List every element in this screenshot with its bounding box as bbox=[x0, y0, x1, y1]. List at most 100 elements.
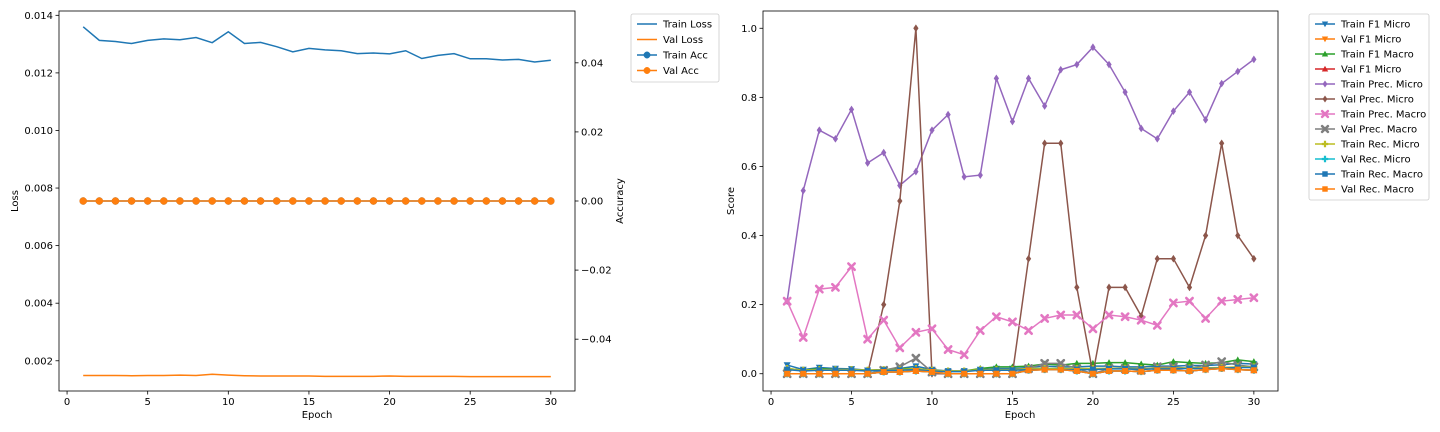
right-point-val-prec-micro-5 bbox=[1186, 283, 1193, 292]
right-point-train-prec-macro-6 bbox=[847, 262, 856, 272]
right-legend-label-train-f1-macro: Train F1 Macro bbox=[1340, 50, 1414, 61]
right-point-train-prec-macro-6 bbox=[943, 345, 953, 354]
left-legend-box bbox=[630, 13, 720, 83]
left-legend-label-train-loss: Train Loss bbox=[662, 20, 712, 31]
left-point-val-acc bbox=[79, 197, 87, 205]
right-point-val-prec-micro-5 bbox=[1235, 231, 1241, 240]
right-point-train-prec-micro-4 bbox=[1202, 115, 1209, 124]
right-point-train-prec-macro-6 bbox=[911, 327, 921, 337]
left-xtick-label: 25 bbox=[464, 397, 477, 408]
right-point-val-rec-macro-11 bbox=[1170, 367, 1177, 374]
right-legend-marker-train-prec-macro bbox=[1320, 109, 1330, 119]
right-point-train-rec-macro-10 bbox=[977, 367, 984, 374]
left-xtick-label: 30 bbox=[544, 397, 557, 408]
right-legend-label-train-prec-macro: Train Prec. Macro bbox=[1340, 110, 1426, 121]
right-point-train-prec-macro-6 bbox=[814, 284, 824, 294]
right-point-train-prec-macro-6 bbox=[1040, 314, 1050, 323]
right-point-train-prec-micro-4 bbox=[1090, 43, 1096, 52]
right-point-val-rec-macro-11 bbox=[929, 369, 935, 375]
left-xtick-label: 0 bbox=[64, 397, 70, 408]
right-point-train-prec-micro-4 bbox=[993, 74, 999, 83]
left-y2tick-label: 0.02 bbox=[581, 127, 603, 138]
right-ytick-label: 0.0 bbox=[741, 369, 757, 380]
right-xtick-label: 5 bbox=[848, 397, 854, 408]
left-point-val-acc bbox=[530, 197, 539, 205]
right-point-val-prec-micro-5 bbox=[1170, 254, 1177, 263]
right-point-val-rec-macro-11 bbox=[1250, 367, 1257, 374]
right-point-val-prec-macro-7 bbox=[1040, 358, 1050, 368]
right-point-val-prec-macro-7 bbox=[1056, 358, 1066, 368]
left-legend-label-val-loss: Val Loss bbox=[663, 35, 703, 46]
right-point-train-f1-macro-2 bbox=[1121, 359, 1129, 366]
left-xtick-label: 10 bbox=[222, 397, 235, 408]
left-ytick-label: 0.006 bbox=[24, 241, 53, 252]
right-series-line-train-prec-macro-6 bbox=[786, 264, 1254, 356]
right-legend: Train F1 Micro Val F1 Micro Train F1 Macro… bbox=[1308, 13, 1430, 201]
right-xtick-label: 30 bbox=[1247, 397, 1260, 408]
right-point-train-prec-micro-4 bbox=[1122, 88, 1128, 97]
right-point-train-prec-micro-4 bbox=[1138, 124, 1144, 133]
right-point-val-rec-macro-11 bbox=[880, 369, 887, 375]
left-xtick-label: 5 bbox=[145, 397, 151, 408]
left-point-val-acc bbox=[450, 197, 458, 205]
left-point-val-acc bbox=[385, 197, 394, 205]
left-point-val-acc bbox=[272, 197, 281, 205]
left-xtick-label: 20 bbox=[383, 397, 396, 408]
right-point-val-rec-macro-11 bbox=[1202, 366, 1209, 373]
right-point-train-prec-micro-4 bbox=[1042, 102, 1048, 110]
right-point-train-prec-micro-4 bbox=[832, 134, 839, 143]
right-point-val-prec-micro-5 bbox=[1122, 283, 1128, 292]
right-point-train-prec-macro-6 bbox=[1008, 317, 1017, 327]
right-legend-label-train-f1-micro: Train F1 Micro bbox=[1340, 20, 1410, 31]
left-ytick-label: 0.008 bbox=[24, 184, 53, 195]
right-point-train-prec-micro-4 bbox=[1009, 117, 1016, 126]
right-point-train-f1-macro-2 bbox=[1137, 360, 1145, 367]
right-legend-marker-train-f1-micro bbox=[1321, 21, 1329, 28]
right-point-val-prec-micro-5 bbox=[1058, 139, 1064, 148]
left-legend-marker-train-acc bbox=[643, 51, 651, 59]
right-point-train-prec-micro-4 bbox=[1025, 74, 1032, 83]
right-point-train-prec-micro-4 bbox=[848, 105, 855, 114]
left-legend-label-train-acc: Train Acc bbox=[662, 51, 708, 62]
right-point-val-rec-macro-11 bbox=[977, 370, 984, 377]
right-point-train-f1-macro-2 bbox=[1169, 358, 1177, 365]
left-point-val-acc bbox=[208, 197, 216, 205]
left-legend-marker-val-acc bbox=[643, 67, 651, 74]
right-point-val-prec-micro-5 bbox=[1042, 139, 1048, 148]
right-point-val-rec-macro-11 bbox=[1025, 367, 1032, 374]
right-point-train-prec-macro-6 bbox=[895, 343, 905, 353]
left-series-line-train-loss bbox=[82, 26, 551, 63]
right-point-train-prec-micro-4 bbox=[977, 171, 983, 179]
right-point-train-prec-micro-4 bbox=[913, 167, 919, 176]
right-point-train-f1-macro-2 bbox=[1073, 359, 1081, 367]
right-point-train-prec-micro-4 bbox=[1170, 107, 1177, 116]
right-point-val-rec-macro-11 bbox=[1218, 365, 1225, 372]
right-point-train-prec-macro-6 bbox=[1217, 296, 1227, 306]
left-y2tick-label: 0.04 bbox=[581, 58, 603, 69]
left-y2tick-label: −0.02 bbox=[581, 266, 612, 277]
right-point-val-prec-macro-7 bbox=[1217, 357, 1227, 367]
right-legend-marker-train-f1-macro bbox=[1321, 50, 1329, 57]
right-point-train-prec-micro-4 bbox=[929, 126, 935, 135]
right-point-train-rec-macro-10 bbox=[1009, 367, 1016, 374]
left-point-val-acc bbox=[176, 197, 184, 205]
right-ylabel: Score bbox=[726, 187, 737, 215]
right-point-train-prec-macro-6 bbox=[1233, 295, 1243, 304]
right-point-train-prec-micro-4 bbox=[1186, 88, 1193, 97]
right-point-train-prec-macro-6 bbox=[782, 296, 792, 306]
right-point-val-rec-macro-11 bbox=[848, 370, 855, 377]
right-point-train-prec-macro-6 bbox=[830, 282, 840, 292]
right-series-line-train-prec-micro-4 bbox=[786, 46, 1255, 302]
right-point-train-prec-micro-4 bbox=[945, 110, 951, 119]
right-point-train-prec-macro-6 bbox=[1104, 310, 1114, 320]
left-legend: Train Loss Val Loss Train Acc Val Acc bbox=[630, 13, 720, 83]
right-point-train-prec-macro-6 bbox=[863, 334, 873, 344]
right-legend-box bbox=[1308, 13, 1430, 201]
left-point-val-acc bbox=[192, 197, 200, 205]
right-point-val-prec-micro-5 bbox=[913, 24, 919, 33]
right-legend-label-val-f1-micro: Val F1 Micro bbox=[1341, 35, 1401, 46]
right-point-val-rec-macro-11 bbox=[1138, 368, 1145, 375]
right-legend-marker-val-rec-micro bbox=[1321, 155, 1329, 163]
right-point-train-prec-macro-6 bbox=[991, 312, 1001, 322]
